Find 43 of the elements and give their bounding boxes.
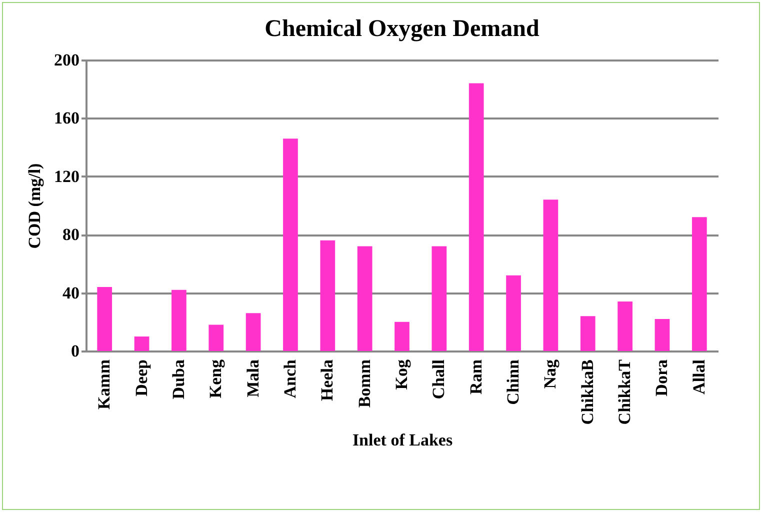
bar	[618, 302, 632, 351]
y-tick-label: 80	[62, 225, 80, 244]
x-tick-label: Heela	[318, 359, 337, 402]
bar	[692, 217, 707, 351]
x-tick-label: Dora	[652, 359, 672, 396]
bar	[357, 246, 372, 351]
bar	[134, 336, 150, 351]
x-tick-label: Nag	[540, 359, 560, 389]
x-tick-label: ChikkaT	[615, 358, 634, 425]
bar	[320, 240, 336, 351]
y-tick-label: 200	[54, 50, 80, 70]
x-tick-label: Ram	[466, 360, 486, 394]
x-tick-label: Deep	[132, 360, 151, 396]
x-tick-label: Allal	[689, 359, 708, 394]
bar	[208, 324, 224, 351]
y-tick-label: 40	[62, 283, 80, 302]
bar	[506, 275, 521, 351]
bar	[246, 313, 261, 351]
bar	[172, 290, 186, 351]
x-tick-label: ChikkaB	[578, 360, 597, 425]
y-tick-label: 120	[54, 166, 80, 186]
x-tick-label: Duba	[168, 359, 188, 400]
x-tick-label: Kog	[392, 359, 411, 390]
bar	[654, 318, 670, 351]
bar	[394, 322, 410, 351]
x-tick-label: Kamm	[94, 360, 114, 410]
bar	[97, 286, 112, 351]
y-axis-title: COD (mg/l)	[25, 163, 44, 249]
x-tick-label: Chall	[429, 359, 448, 400]
y-tick-label: 160	[54, 108, 80, 128]
bar	[580, 316, 596, 351]
x-tick-label: Chinn	[504, 358, 523, 405]
x-tick-label: Mala	[243, 359, 262, 398]
x-axis-title: Inlet of Lakes	[352, 430, 453, 450]
x-tick-label: Keng	[206, 359, 226, 398]
bar	[283, 138, 298, 351]
x-tick-label: Anch	[280, 358, 300, 398]
x-tick-label: Bomm	[354, 360, 374, 408]
chart-title: Chemical Oxygen Demand	[264, 16, 540, 42]
y-tick-label: 0	[71, 342, 80, 360]
bar	[543, 200, 558, 351]
bar	[432, 246, 447, 351]
bar	[468, 83, 484, 351]
